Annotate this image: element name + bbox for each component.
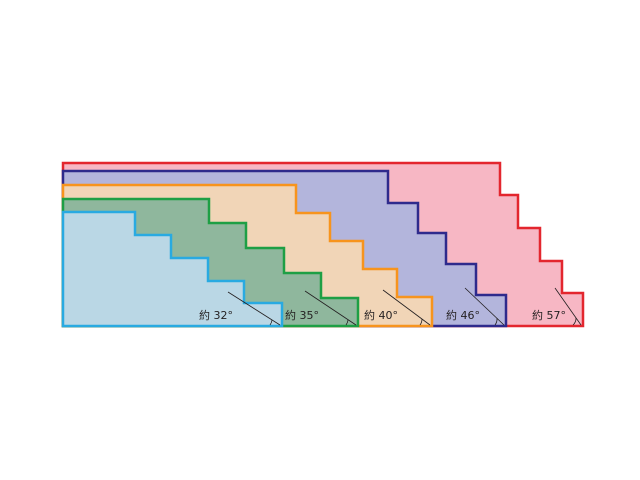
angle-line xyxy=(227,291,281,326)
angle-arc xyxy=(572,317,577,326)
stair-32 xyxy=(61,210,284,328)
angle-label: 約 40° xyxy=(364,308,398,322)
angle-line xyxy=(554,287,582,326)
angle-label: 約 46° xyxy=(446,308,480,322)
angle-arc xyxy=(345,319,349,326)
angle-line xyxy=(464,287,505,326)
angle-label: 約 32° xyxy=(199,308,233,322)
angle-line xyxy=(304,290,357,326)
angle-guides xyxy=(227,287,582,326)
angle-arc xyxy=(269,319,273,326)
angle-arc xyxy=(419,318,423,326)
angle-label: 約 35° xyxy=(285,308,319,322)
angle-arc xyxy=(494,317,498,326)
angle-label: 約 57° xyxy=(532,308,566,322)
